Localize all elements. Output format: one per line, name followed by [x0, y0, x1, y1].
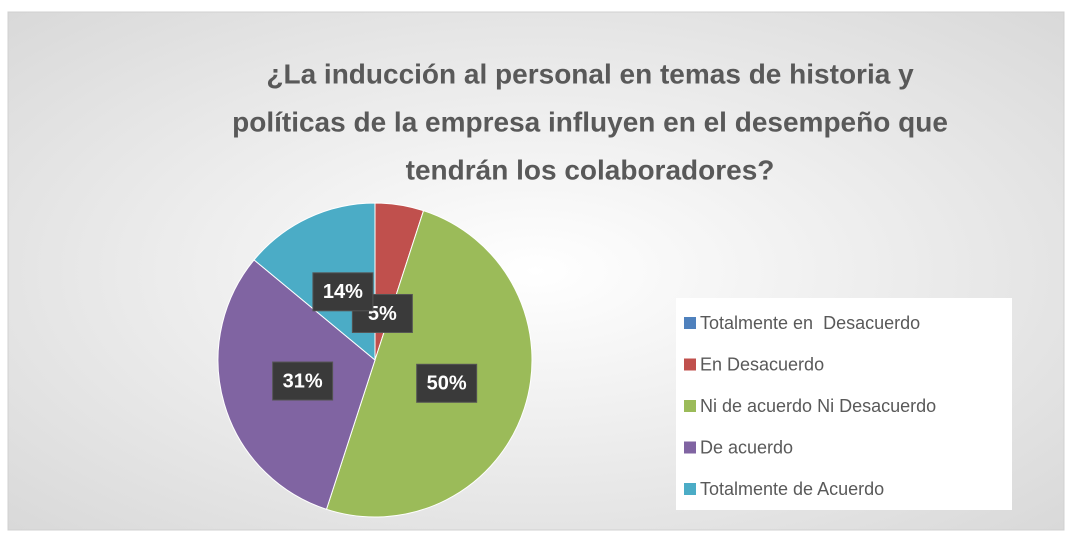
chart-title: políticas de la empresa influyen en el d…: [232, 106, 948, 137]
chart-title: ¿La inducción al personal en temas de hi…: [266, 58, 914, 89]
legend-label: De acuerdo: [700, 437, 793, 457]
chart-title: tendrán los colaboradores?: [406, 154, 775, 185]
data-label: 50%: [427, 373, 467, 395]
legend-label: En Desacuerdo: [700, 354, 824, 374]
legend-swatch: [684, 441, 696, 454]
legend-swatch: [684, 483, 696, 495]
legend-label: Totalmente en Desacuerdo: [700, 313, 920, 333]
legend-swatch: [684, 358, 696, 371]
data-label-box: [272, 361, 334, 401]
data-label: 31%: [283, 370, 323, 392]
legend-label: Totalmente de Acuerdo: [700, 479, 884, 499]
data-label: 14%: [323, 281, 363, 303]
data-label-box: [416, 363, 478, 403]
legend-box: [676, 298, 1012, 510]
data-label-box: [312, 272, 374, 312]
legend-swatch: [684, 317, 696, 329]
data-label: 5%: [368, 303, 397, 325]
legend-label: Ni de acuerdo Ni Desacuerdo: [700, 396, 936, 416]
legend-swatch: [684, 400, 696, 412]
